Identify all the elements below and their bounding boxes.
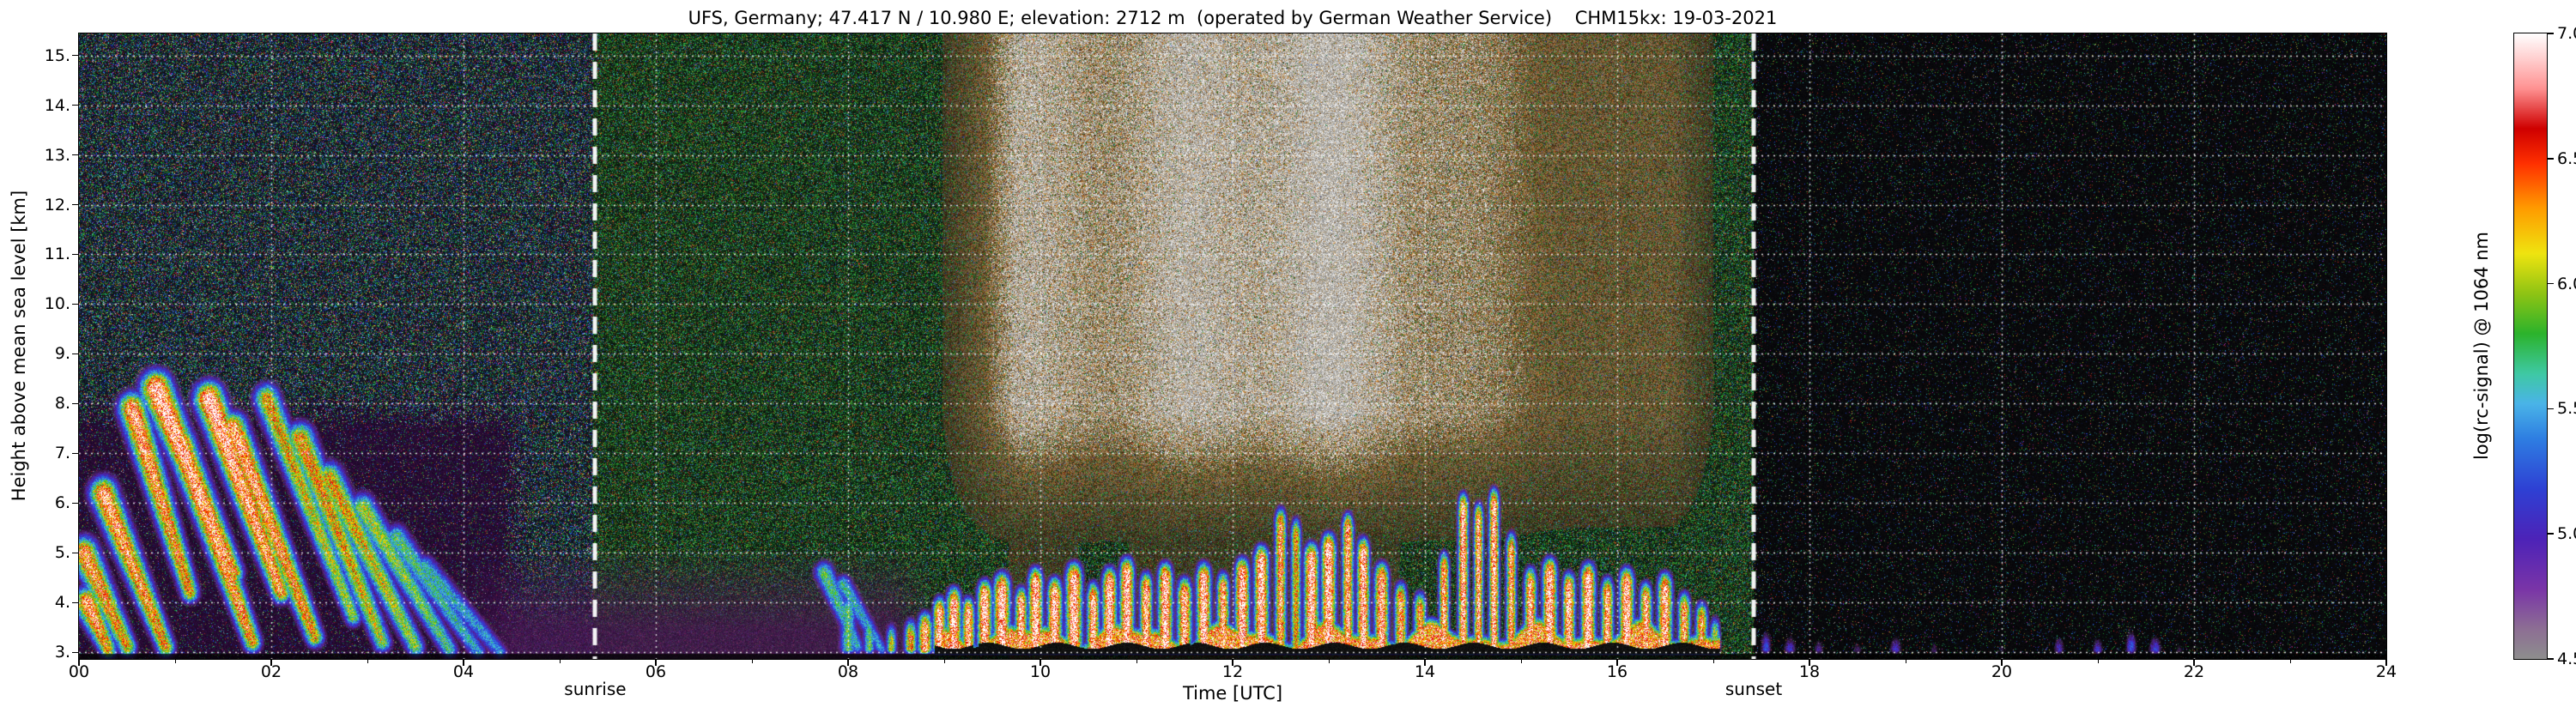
y-tick-label: 8. — [54, 394, 70, 414]
y-tick-mark — [72, 54, 78, 57]
y-tick-label: 12. — [44, 195, 70, 215]
x-tick-label: 24 — [2375, 662, 2397, 681]
y-tick-label: 7. — [54, 444, 70, 463]
colorbar-tick-mark — [2548, 33, 2554, 34]
y-tick-label: 6. — [54, 493, 70, 513]
y-tick-mark — [72, 253, 78, 256]
colorbar-label: log(rc-signal) @ 1064 nm — [2471, 231, 2492, 461]
x-tick-mark — [2193, 660, 2195, 666]
x-tick-mark — [463, 660, 464, 666]
x-tick-label: 02 — [260, 662, 282, 681]
colorbar-tick-label: 6.0 — [2557, 274, 2576, 293]
x-tick-mark — [655, 660, 657, 666]
x-minor-tick-mark — [367, 660, 368, 663]
x-tick-label: 18 — [1798, 662, 1821, 681]
x-minor-tick-mark — [1328, 660, 1330, 663]
colorbar-gradient — [2513, 33, 2548, 660]
y-tick-label: 14. — [44, 95, 70, 115]
x-tick-mark — [1424, 660, 1426, 666]
x-minor-tick-mark — [1712, 660, 1714, 663]
x-tick-label: 12 — [1221, 662, 1244, 681]
x-tick-mark — [2001, 660, 2003, 666]
y-tick-mark — [72, 452, 78, 455]
colorbar-tick-mark — [2548, 158, 2554, 160]
x-tick-label: 20 — [1991, 662, 2013, 681]
colorbar-tick-mark — [2548, 533, 2554, 535]
y-tick-mark — [72, 552, 78, 554]
x-tick-label: 22 — [2183, 662, 2205, 681]
y-tick-mark — [72, 203, 78, 206]
y-tick-mark — [72, 502, 78, 505]
x-tick-mark — [78, 660, 80, 666]
colorbar-tick-mark — [2548, 408, 2554, 410]
y-tick-label: 5. — [54, 543, 70, 563]
y-tick-label: 15. — [44, 45, 70, 65]
sunset-label: sunset — [1724, 679, 1783, 699]
x-minor-tick-mark — [943, 660, 945, 663]
x-minor-tick-mark — [2289, 660, 2291, 663]
x-tick-label: 16 — [1606, 662, 1628, 681]
y-tick-mark — [72, 601, 78, 604]
sunrise-label: sunrise — [564, 679, 627, 699]
x-tick-mark — [1232, 660, 1233, 666]
y-tick-label: 3. — [54, 643, 70, 662]
x-tick-label: 00 — [68, 662, 90, 681]
colorbar-tick-label: 7.0 — [2557, 24, 2576, 43]
x-tick-mark — [1809, 660, 1810, 666]
x-minor-tick-mark — [2097, 660, 2099, 663]
x-tick-label: 14 — [1414, 662, 1436, 681]
x-minor-tick-mark — [559, 660, 561, 663]
y-tick-mark — [72, 303, 78, 305]
y-tick-label: 10. — [44, 294, 70, 314]
x-minor-tick-mark — [174, 660, 176, 663]
y-tick-mark — [72, 104, 78, 106]
x-axis-label: Time [UTC] — [1182, 683, 1283, 704]
x-minor-tick-mark — [751, 660, 753, 663]
x-tick-mark — [1039, 660, 1041, 666]
x-tick-mark — [847, 660, 849, 666]
colorbar-tick-label: 6.5 — [2557, 148, 2576, 168]
colorbar-tick-label: 4.5 — [2557, 650, 2576, 668]
x-tick-mark — [270, 660, 272, 666]
x-tick-label: 10 — [1029, 662, 1052, 681]
colorbar-tick-label: 5.5 — [2557, 399, 2576, 419]
colorbar-tick-mark — [2548, 282, 2554, 285]
y-tick-label: 9. — [54, 344, 70, 364]
y-tick-mark — [72, 154, 78, 156]
colorbar-tick-mark — [2548, 658, 2554, 660]
colorbar-tick-label: 5.0 — [2557, 524, 2576, 544]
plot-title: UFS, Germany; 47.417 N / 10.980 E; eleva… — [688, 8, 1778, 28]
x-minor-tick-mark — [1520, 660, 1522, 663]
y-tick-mark — [72, 353, 78, 355]
y-tick-label: 4. — [54, 593, 70, 613]
x-tick-mark — [2385, 660, 2387, 666]
heatmap-canvas — [78, 33, 2387, 660]
y-tick-label: 11. — [44, 245, 70, 264]
x-minor-tick-mark — [1136, 660, 1137, 663]
x-tick-label: 04 — [452, 662, 475, 681]
y-tick-mark — [72, 651, 78, 654]
x-tick-label: 06 — [645, 662, 667, 681]
y-tick-label: 13. — [44, 145, 70, 165]
x-tick-mark — [1616, 660, 1618, 666]
x-tick-label: 08 — [837, 662, 859, 681]
y-tick-mark — [72, 402, 78, 405]
